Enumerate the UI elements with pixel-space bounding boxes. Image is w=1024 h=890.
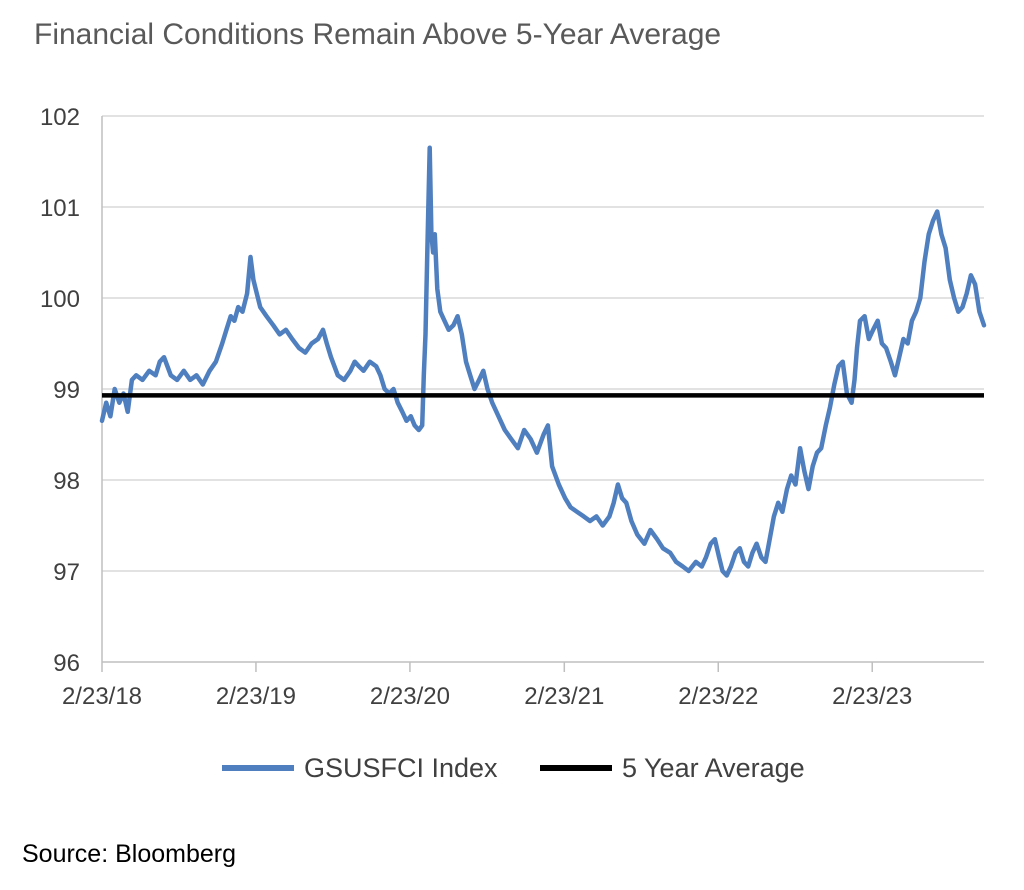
source-note: Source: Bloomberg: [22, 840, 237, 868]
tick-labels: 96 97 98 99 100 101 102 2/23/18 2/23/19 2/23/20 2/…: [40, 104, 912, 710]
x-tick-label: 2/23/20: [370, 683, 450, 710]
y-tick-label: 101: [40, 195, 80, 222]
x-tick-label: 2/23/22: [678, 683, 758, 710]
legend-label-gsusfci: GSUSFCI Index: [304, 752, 498, 783]
y-tick-label: 99: [53, 377, 80, 404]
x-tick-label: 2/23/21: [524, 683, 604, 710]
legend: GSUSFCI Index 5 Year Average: [0, 750, 1024, 786]
x-tick-label: 2/23/19: [216, 683, 296, 710]
gridlines: [102, 115, 984, 572]
legend-label-5-year-average: 5 Year Average: [622, 752, 805, 783]
axes: [101, 116, 984, 672]
legend-item-gsusfci: GSUSFCI Index: [222, 750, 498, 786]
x-tick-label: 2/23/23: [832, 683, 912, 710]
legend-swatch-5-year-average: [540, 765, 612, 771]
x-tick-label: 2/23/18: [62, 683, 142, 710]
series-layer: [99, 145, 987, 578]
legend-swatch-gsusfci: [222, 765, 294, 771]
chart-title: Financial Conditions Remain Above 5-Year…: [34, 18, 722, 51]
series-line-gsusfci: [99, 145, 987, 578]
line-chart: 96 97 98 99 100 101 102 2/23/18 2/23/19 2/23/20 2/…: [40, 104, 987, 710]
y-tick-label: 102: [40, 104, 80, 131]
y-tick-label: 96: [53, 650, 80, 677]
y-tick-label: 100: [40, 286, 80, 313]
y-tick-label: 98: [53, 468, 80, 495]
y-tick-label: 97: [53, 559, 80, 586]
legend-item-5-year-average: 5 Year Average: [540, 750, 805, 786]
